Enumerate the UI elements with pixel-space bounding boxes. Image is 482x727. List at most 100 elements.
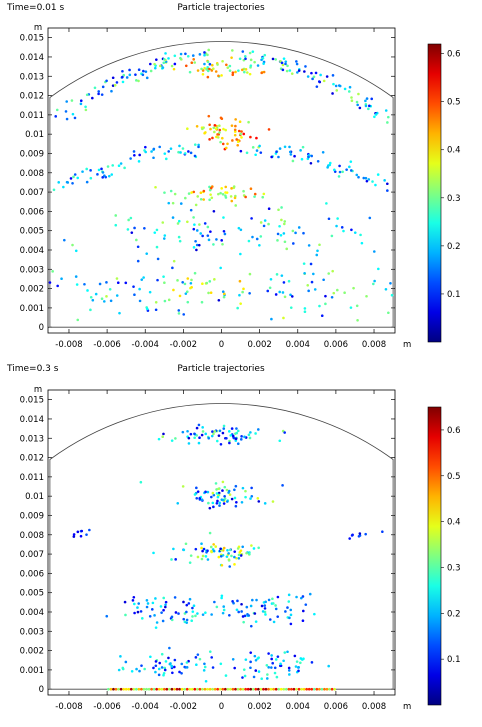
- particle-point: [289, 608, 293, 612]
- particle-point: [221, 192, 225, 196]
- particle-point: [157, 673, 161, 677]
- particle-point: [288, 673, 291, 676]
- particle-point: [81, 170, 84, 173]
- y-tick-label: 0.007: [20, 188, 44, 198]
- particle-point: [51, 270, 54, 273]
- particle-point: [203, 51, 206, 54]
- x-tick-label: -0.008: [55, 340, 82, 350]
- particle-point: [89, 308, 92, 312]
- chart-panel-2: Time=0.3 s Particle trajectories m m 0 0.001 0…: [6, 364, 461, 712]
- y-tick-label: 0.001: [20, 304, 44, 314]
- particle-point: [235, 431, 239, 435]
- particle-point: [154, 597, 157, 600]
- particle-point: [163, 191, 166, 194]
- particle-point: [242, 287, 245, 291]
- particle-point: [251, 50, 255, 53]
- particle-point: [167, 656, 170, 660]
- particle-point: [129, 216, 133, 220]
- particle-point: [185, 687, 189, 691]
- particle-point: [225, 488, 229, 492]
- particle-point: [337, 175, 341, 178]
- particle-point: [145, 76, 149, 80]
- particle-point: [240, 435, 243, 438]
- particle-point: [286, 606, 289, 609]
- particle-point: [315, 687, 319, 691]
- particle-point: [105, 79, 108, 83]
- particle-point: [91, 96, 94, 100]
- particle-point: [249, 497, 252, 500]
- y-tick-label: 0.003: [20, 265, 44, 275]
- particle-point: [310, 71, 313, 75]
- particle-point: [194, 203, 198, 207]
- particle-point: [175, 687, 179, 691]
- particle-point: [217, 434, 221, 437]
- particle-point: [236, 599, 239, 603]
- particle-point: [142, 69, 145, 73]
- particle-point: [215, 238, 218, 241]
- particle-point: [75, 283, 79, 286]
- particle-point: [233, 496, 237, 500]
- particle-point: [368, 104, 371, 108]
- particle-point: [280, 206, 283, 209]
- particle-point: [343, 291, 346, 295]
- particle-point: [197, 441, 201, 445]
- particle-point: [233, 488, 236, 492]
- particle-point: [200, 67, 203, 71]
- particle-point: [229, 687, 232, 691]
- particle-point: [253, 60, 256, 64]
- particle-point: [300, 596, 303, 600]
- particle-point: [203, 665, 207, 669]
- particle-point: [219, 191, 222, 195]
- particle-point: [196, 555, 200, 559]
- particle-point: [330, 234, 334, 238]
- particle-point: [219, 266, 222, 270]
- particle-point: [140, 687, 143, 691]
- particle-point: [345, 168, 348, 171]
- particle-point: [326, 166, 329, 169]
- particle-point: [89, 295, 93, 299]
- particle-point: [128, 68, 131, 72]
- y-tick-label: 0.005: [20, 589, 44, 599]
- colorbar: [427, 43, 442, 343]
- particle-point: [195, 248, 198, 252]
- particle-point: [91, 298, 95, 302]
- particle-point: [295, 595, 298, 599]
- y-tick-label: 0.013: [20, 434, 44, 444]
- particle-point: [170, 665, 174, 668]
- particle-point: [207, 238, 211, 242]
- y-tick-label: 0: [39, 323, 44, 333]
- particle-point: [220, 74, 223, 77]
- particle-point: [203, 687, 207, 691]
- particle-point: [280, 218, 283, 222]
- particle-point: [244, 57, 247, 61]
- particle-point: [161, 619, 165, 623]
- particle-point: [219, 555, 223, 558]
- particle-point: [201, 430, 205, 433]
- particle-point: [116, 281, 120, 284]
- particle-point: [271, 597, 274, 601]
- particle-point: [139, 610, 143, 613]
- particle-point: [335, 288, 339, 292]
- particle-point: [263, 219, 267, 222]
- particle-point: [240, 602, 243, 606]
- particle-point: [208, 650, 212, 653]
- particle-point: [179, 151, 182, 154]
- particle-point: [160, 652, 164, 656]
- particle-point: [195, 125, 199, 128]
- x-tick-label: -0.006: [93, 340, 120, 350]
- particle-point: [321, 151, 325, 154]
- particle-point: [151, 608, 154, 611]
- particle-point: [223, 232, 227, 236]
- particle-point: [239, 687, 242, 691]
- particle-point: [160, 666, 164, 669]
- particle-point: [109, 687, 113, 691]
- particle-point: [228, 613, 231, 617]
- particle-point: [96, 173, 99, 176]
- particle-point: [364, 104, 368, 108]
- particle-point: [173, 687, 176, 691]
- particle-point: [193, 143, 197, 146]
- particle-point: [158, 145, 162, 149]
- particle-point: [286, 650, 289, 654]
- particle-point: [226, 500, 229, 503]
- particle-point: [303, 310, 307, 313]
